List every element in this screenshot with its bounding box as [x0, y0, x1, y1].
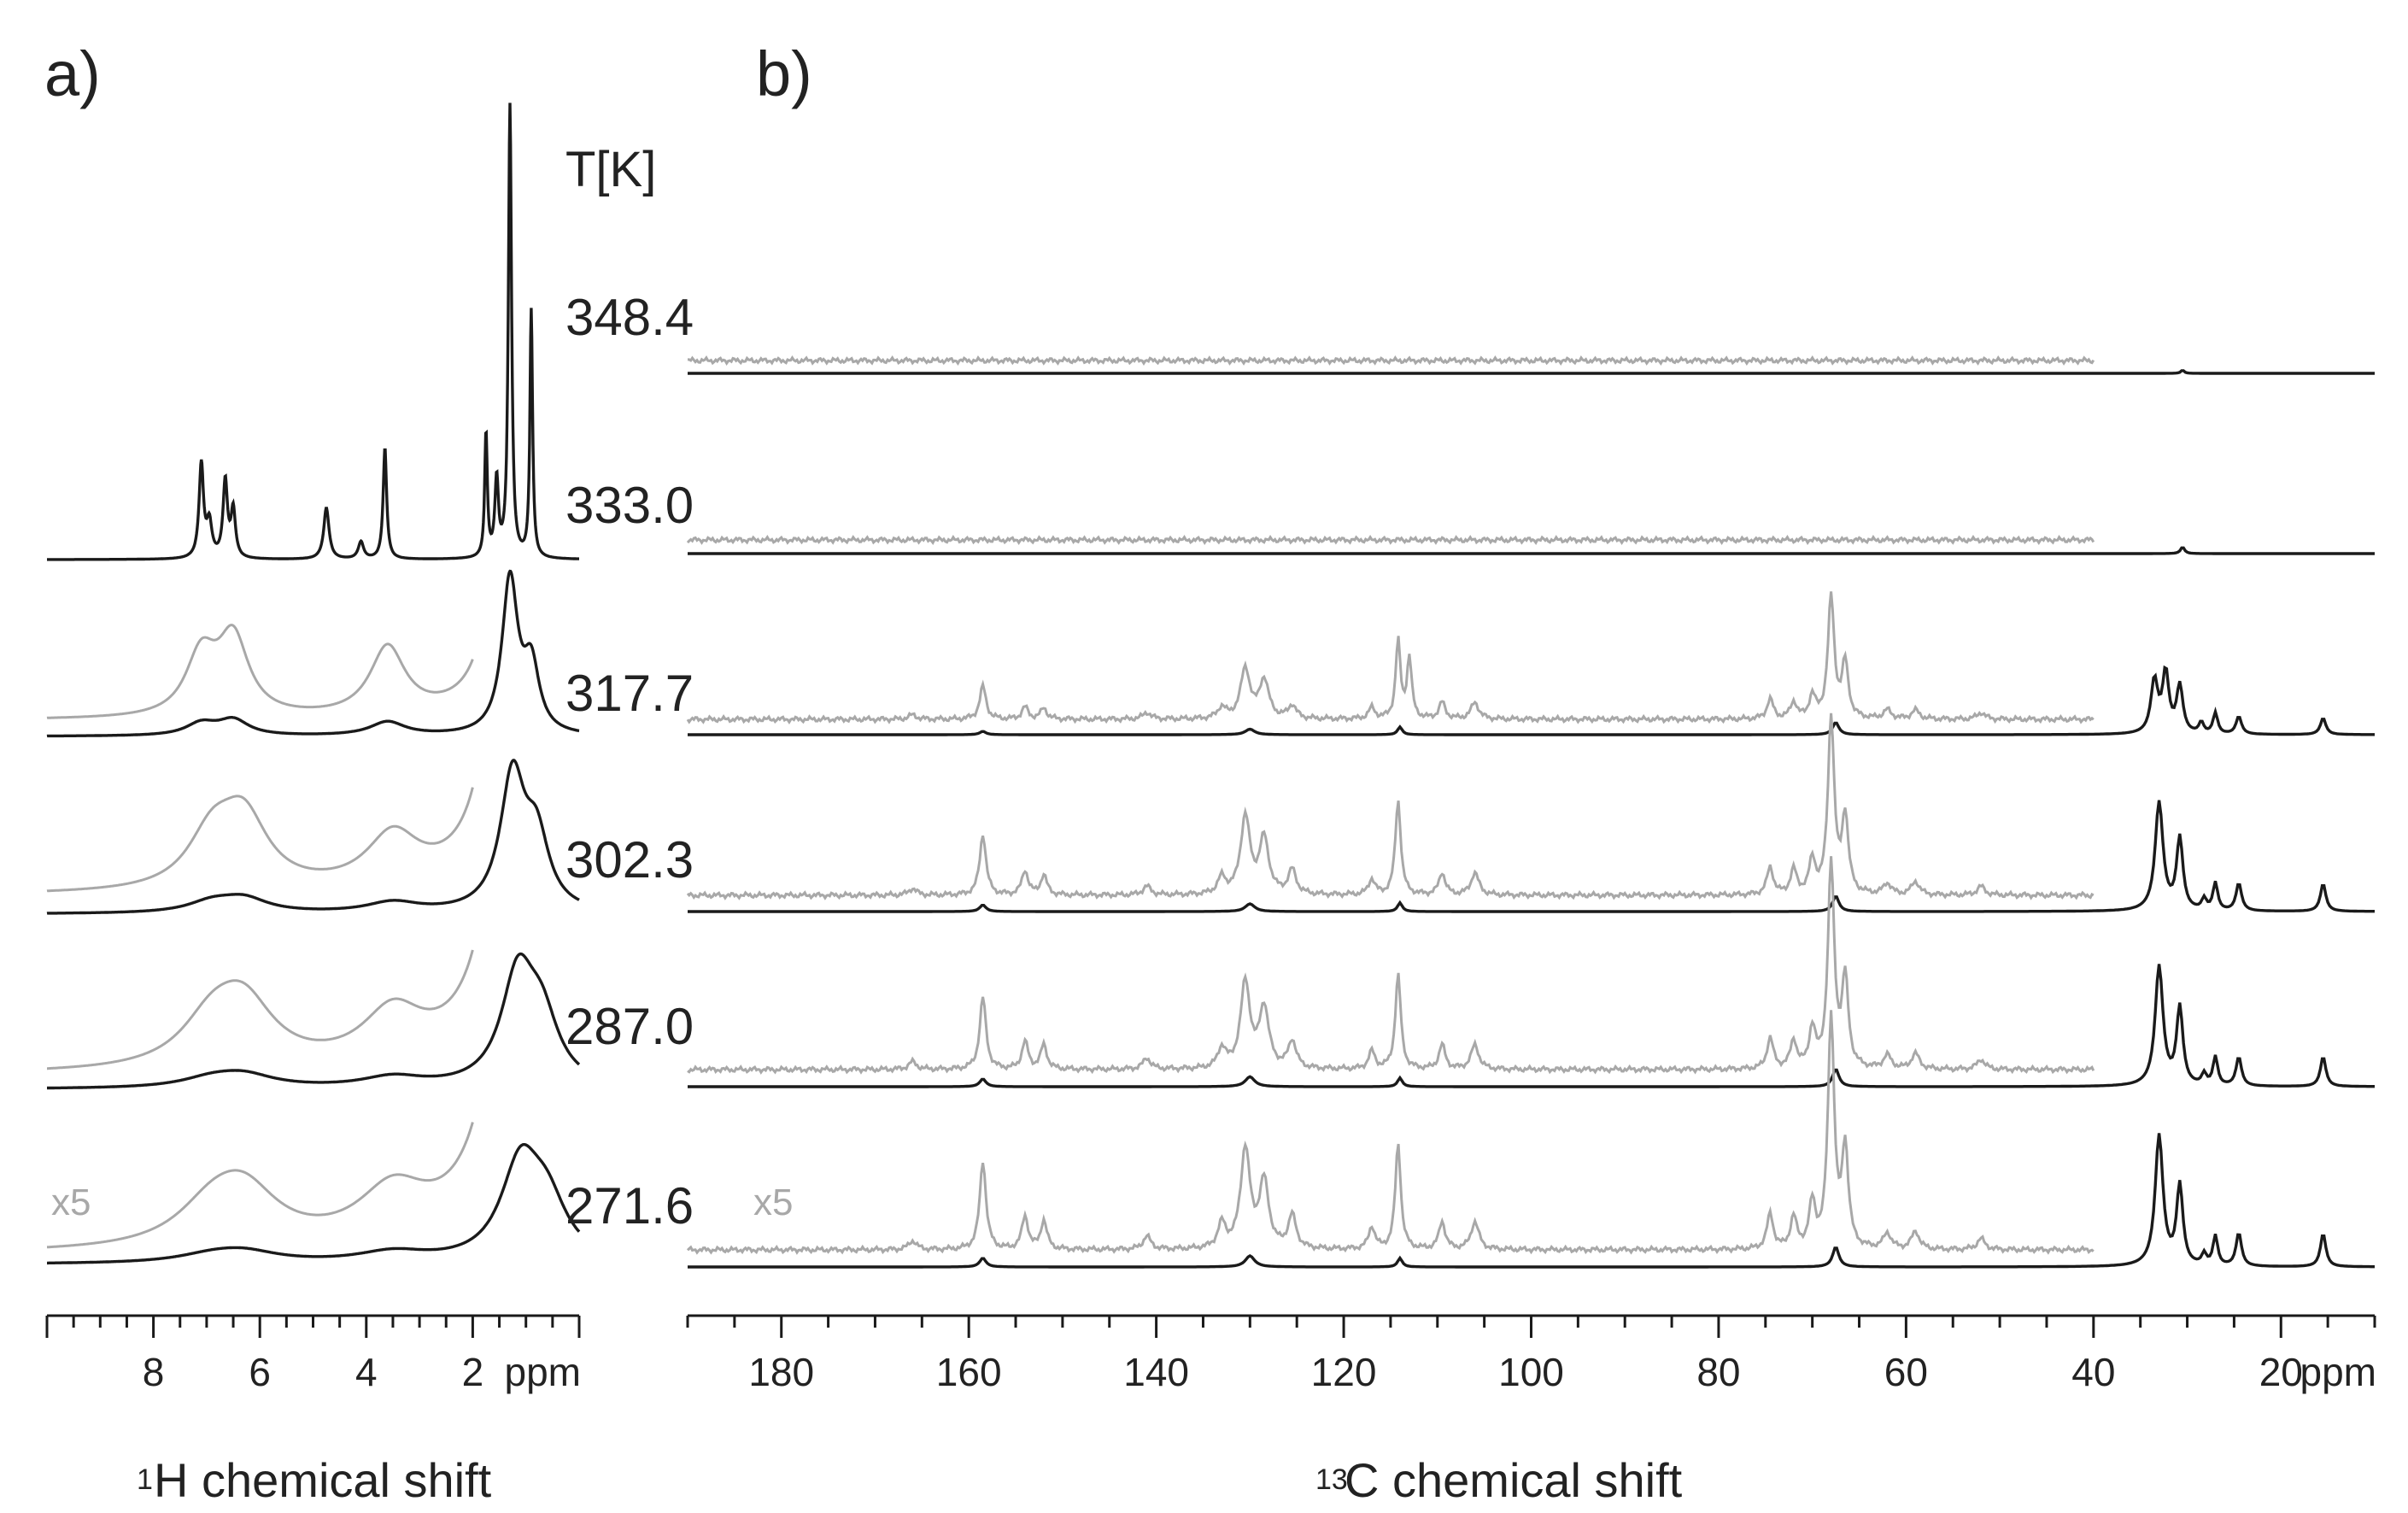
spectrum-b-287-0-x5 — [687, 856, 2095, 1075]
spectrum-b-348-4-x1 — [688, 369, 2375, 375]
tick-label-a-4: 4 — [355, 1350, 378, 1394]
tick-label-b-20: 20 — [2259, 1350, 2303, 1394]
tick-label-b-40: 40 — [2071, 1350, 2115, 1394]
scale-note-b: x5 — [753, 1182, 793, 1223]
tick-label-b-80: 80 — [1696, 1350, 1740, 1394]
tick-label-a-2: 2 — [462, 1350, 484, 1394]
spectrum-a-302-3-x1 — [46, 759, 580, 915]
spectrum-b-317-7-x5 — [686, 591, 2095, 724]
xlabel-b: C chemical shift — [1345, 1453, 1683, 1507]
spectrum-b-317-7-x1 — [688, 665, 2375, 736]
spectrum-a-271-6-x5 — [47, 1122, 474, 1249]
temperature-label-317-7: 317.7 — [565, 665, 694, 722]
spectrum-a-287-0-x5 — [47, 949, 474, 1070]
unit-label-b: ppm — [2300, 1350, 2376, 1394]
temperature-label-348-4: 348.4 — [565, 289, 694, 346]
spectrum-b-348-4-x5 — [688, 355, 2095, 367]
unit-label-a: ppm — [505, 1350, 581, 1394]
panel-label-b: b) — [756, 38, 812, 109]
spectrum-a-287-0-x1 — [47, 952, 581, 1090]
spectrum-a-302-3-x5 — [46, 787, 474, 893]
tick-label-b-60: 60 — [1884, 1350, 1928, 1394]
spectrum-b-302-3-x5 — [686, 713, 2095, 900]
temperature-label-302-3: 302.3 — [565, 831, 694, 888]
xlabel-b-isotope: 13 — [1315, 1463, 1348, 1496]
temperature-label-287-0: 287.0 — [565, 998, 694, 1055]
xlabel-a-isotope: 1 — [137, 1463, 153, 1496]
spectrum-a-333-0-x1 — [47, 103, 579, 561]
tick-label-a-8: 8 — [143, 1350, 165, 1394]
panel-label-a: a) — [44, 38, 101, 109]
spectrum-b-333-0-x5 — [686, 534, 2095, 546]
spectrum-b-287-0-x1 — [688, 964, 2375, 1088]
spectrum-b-271-6-x1 — [688, 1133, 2375, 1269]
temperature-label-333-0: 333.0 — [565, 477, 694, 534]
spectrum-b-271-6-x5 — [686, 1010, 2095, 1255]
temperature-label-271-6: 271.6 — [565, 1177, 694, 1234]
spectrum-b-302-3-x1 — [688, 800, 2375, 913]
spectra-layer — [46, 103, 2375, 1269]
spectrum-a-271-6-x1 — [47, 1143, 581, 1265]
tick-label-b-100: 100 — [1498, 1350, 1564, 1394]
xlabel-a: H chemical shift — [154, 1453, 492, 1507]
tick-label-b-160: 160 — [936, 1350, 1002, 1394]
tick-label-a-6: 6 — [249, 1350, 271, 1394]
tick-label-b-120: 120 — [1311, 1350, 1377, 1394]
temperature-header: T[K] — [565, 142, 656, 197]
spectrum-a-317-7-x5 — [46, 624, 474, 719]
tick-label-b-180: 180 — [748, 1350, 814, 1394]
spectrum-b-333-0-x1 — [688, 546, 2375, 555]
scale-note-a: x5 — [51, 1182, 91, 1223]
tick-label-b-140: 140 — [1123, 1350, 1189, 1394]
spectrum-a-317-7-x1 — [46, 569, 580, 738]
